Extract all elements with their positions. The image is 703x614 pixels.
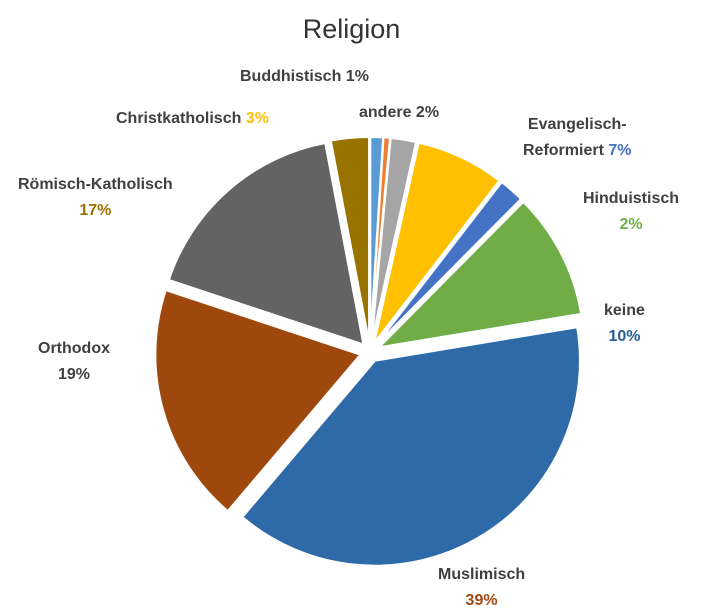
label-andere-name: andere <box>359 104 412 121</box>
label-hinduistisch: Hinduistisch 2% <box>583 186 679 238</box>
label-roemisch-name: Römisch-Katholisch <box>18 176 173 193</box>
pie-slice-hinduistisch <box>375 180 523 346</box>
label-evangelisch-line1: Evangelisch- <box>527 116 627 133</box>
label-evangelisch-reformiert: Evangelisch- Reformiert 7% <box>523 112 631 164</box>
label-buddhistisch-name: Buddhistisch <box>240 68 342 85</box>
label-hinduistisch-name: Hinduistisch <box>583 190 680 207</box>
label-orthodox-pct: 19% <box>57 366 91 383</box>
label-orthodox-name: Orthodox <box>38 340 110 357</box>
label-buddhistisch: Buddhistisch 1% <box>240 64 369 90</box>
pie-slice-orthodox <box>154 288 363 513</box>
pie-slice-muslimisch <box>240 326 581 567</box>
label-keine-pct: 10% <box>608 328 641 345</box>
chart-title: Religion <box>302 14 401 44</box>
pie-slice-evangelisch-reformiert <box>373 141 501 344</box>
label-keine: keine 10% <box>604 298 645 350</box>
pie-slice-christkatholisch <box>329 136 371 343</box>
label-evangelisch-pct: 7% <box>608 142 632 159</box>
label-roemisch-katholisch: Römisch-Katholisch 17% <box>18 172 173 224</box>
label-muslimisch-name: Muslimisch <box>438 566 526 583</box>
label-christkatholisch: Christkatholisch 3% <box>116 106 269 132</box>
pie-slice-andere <box>370 136 418 343</box>
label-evangelisch-line2: Reformiert <box>523 142 604 159</box>
label-christkatholisch-pct: 3% <box>245 110 269 127</box>
label-orthodox: Orthodox 19% <box>38 336 110 388</box>
pie-slice-keine <box>375 200 583 349</box>
label-roemisch-pct: 17% <box>79 202 112 219</box>
label-christkatholisch-name: Christkatholisch <box>116 110 242 127</box>
label-muslimisch-pct: 39% <box>465 592 498 609</box>
label-andere-pct: 2% <box>415 104 440 121</box>
label-hinduistisch-pct: 2% <box>619 216 643 233</box>
label-andere: andere 2% <box>359 100 439 126</box>
label-keine-name: keine <box>604 302 645 319</box>
label-muslimisch: Muslimisch 39% <box>438 562 525 614</box>
label-buddhistisch-pct: 1% <box>345 68 369 85</box>
pie-slice-römisch-katholisch <box>167 141 365 346</box>
